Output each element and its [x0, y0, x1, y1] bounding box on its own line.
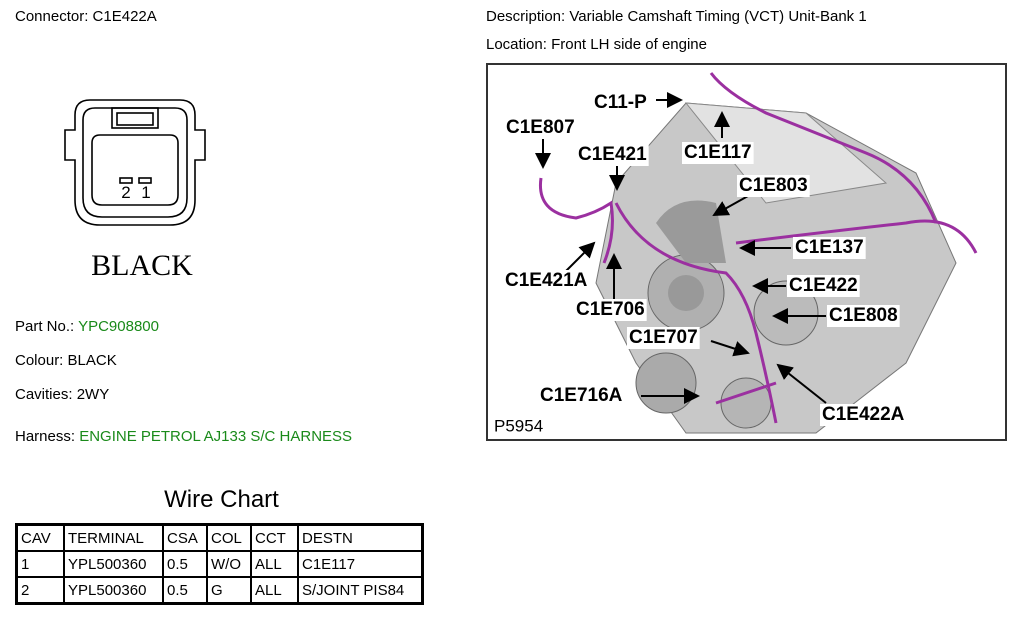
label-bg	[627, 327, 700, 349]
pin-label: 1	[141, 183, 150, 202]
connector-drawing: 2 1 BLACK	[64, 99, 206, 282]
cell: ALL	[250, 550, 299, 578]
callout-label: C1E422A	[822, 404, 905, 425]
callout-label: C1E706	[576, 299, 645, 320]
callout-label: C1E422	[789, 275, 858, 296]
detail: Part No.: YPC908800	[15, 318, 159, 335]
label-bg	[787, 275, 860, 297]
callout-label: C1E421A	[505, 270, 588, 291]
callout-label: C1E807	[506, 117, 575, 138]
callout-arrow	[710, 340, 750, 357]
cell: 0.5	[162, 550, 208, 578]
value: YPC908800	[78, 318, 159, 335]
callout-label: C1E803	[739, 175, 808, 196]
cell: YPL500360	[63, 576, 164, 605]
label: Description:	[486, 8, 566, 25]
label-bg	[820, 404, 907, 426]
callout-label: C1E716A	[540, 385, 623, 406]
callout-label: C1E137	[795, 237, 864, 258]
callout-label: C1E808	[829, 305, 898, 326]
cell: W/O	[206, 550, 252, 578]
color-label: BLACK	[91, 249, 193, 282]
value: Front LH side of engine	[551, 36, 707, 53]
label-bg	[592, 92, 649, 114]
row: 2 YPL500360 0.5 G ALL S/JOINT PIS84	[15, 576, 424, 605]
figure-id-bg	[489, 415, 555, 437]
label-bg	[576, 144, 649, 166]
header-row: CAV TERMINAL CSA COL CCT DESTN	[15, 523, 424, 552]
label: Location:	[486, 36, 547, 53]
label-bg	[827, 305, 900, 327]
detail: Cavities: 2WY	[15, 386, 109, 403]
label-bg	[737, 175, 810, 197]
column-header: CSA	[162, 523, 208, 552]
column-header: CCT	[250, 523, 299, 552]
connector-line: Connector: C1E422A	[15, 8, 157, 25]
callout-arrow	[565, 241, 596, 272]
cell: 2	[15, 576, 65, 605]
callout-arrow	[712, 195, 749, 216]
label-bg	[793, 237, 866, 259]
detail: Harness: ENGINE PETROL AJ133 S/C HARNESS	[15, 428, 352, 445]
cell: YPL500360	[63, 550, 164, 578]
value: C1E422A	[92, 8, 157, 25]
column-header: DESTN	[297, 523, 424, 552]
callout-label: C1E117	[684, 142, 752, 163]
row: 1 YPL500360 0.5 W/O ALL C1E117	[15, 550, 424, 578]
cell: C1E117	[297, 550, 424, 578]
value: Variable Camshaft Timing (VCT) Unit-Bank…	[569, 8, 867, 25]
value: ENGINE PETROL AJ133 S/C HARNESS	[79, 428, 353, 445]
value: 2WY	[76, 386, 110, 403]
label-bg	[538, 385, 625, 407]
label: Colour:	[15, 352, 64, 369]
label-bg	[503, 270, 590, 292]
label: Connector:	[15, 8, 89, 25]
label-bg	[574, 299, 647, 321]
engine-illustration	[595, 102, 957, 434]
harness	[538, 72, 978, 424]
cell: G	[206, 576, 252, 605]
location-line: Location: Front LH side of engine	[486, 36, 707, 53]
callout-label: C1E707	[629, 327, 698, 348]
label: Harness:	[15, 428, 76, 445]
figure-id: P5954	[494, 416, 543, 435]
cell: 1	[15, 550, 65, 578]
pin-label: 2	[121, 183, 130, 202]
value: BLACK	[67, 352, 117, 369]
cell: ALL	[250, 576, 299, 605]
wire-chart-title: Wire Chart	[164, 486, 279, 513]
callout-arrow	[776, 363, 827, 404]
column-header: TERMINAL	[63, 523, 164, 552]
callout-label: C11-P	[594, 92, 647, 113]
column-header: CAV	[15, 523, 65, 552]
detail: Colour: BLACK	[15, 352, 117, 369]
cell: S/JOINT PIS84	[297, 576, 424, 605]
cell: 0.5	[162, 576, 208, 605]
label: Cavities:	[15, 386, 73, 403]
label: Part No.:	[15, 318, 75, 335]
label-bg	[682, 142, 754, 164]
column-header: COL	[206, 523, 252, 552]
callout-label: C1E421	[578, 144, 647, 165]
description-line: Description: Variable Camshaft Timing (V…	[486, 8, 867, 25]
wire-chart: CAV TERMINAL CSA COL CCT DESTN 1 YPL50036…	[15, 523, 424, 605]
label-bg	[504, 117, 577, 139]
